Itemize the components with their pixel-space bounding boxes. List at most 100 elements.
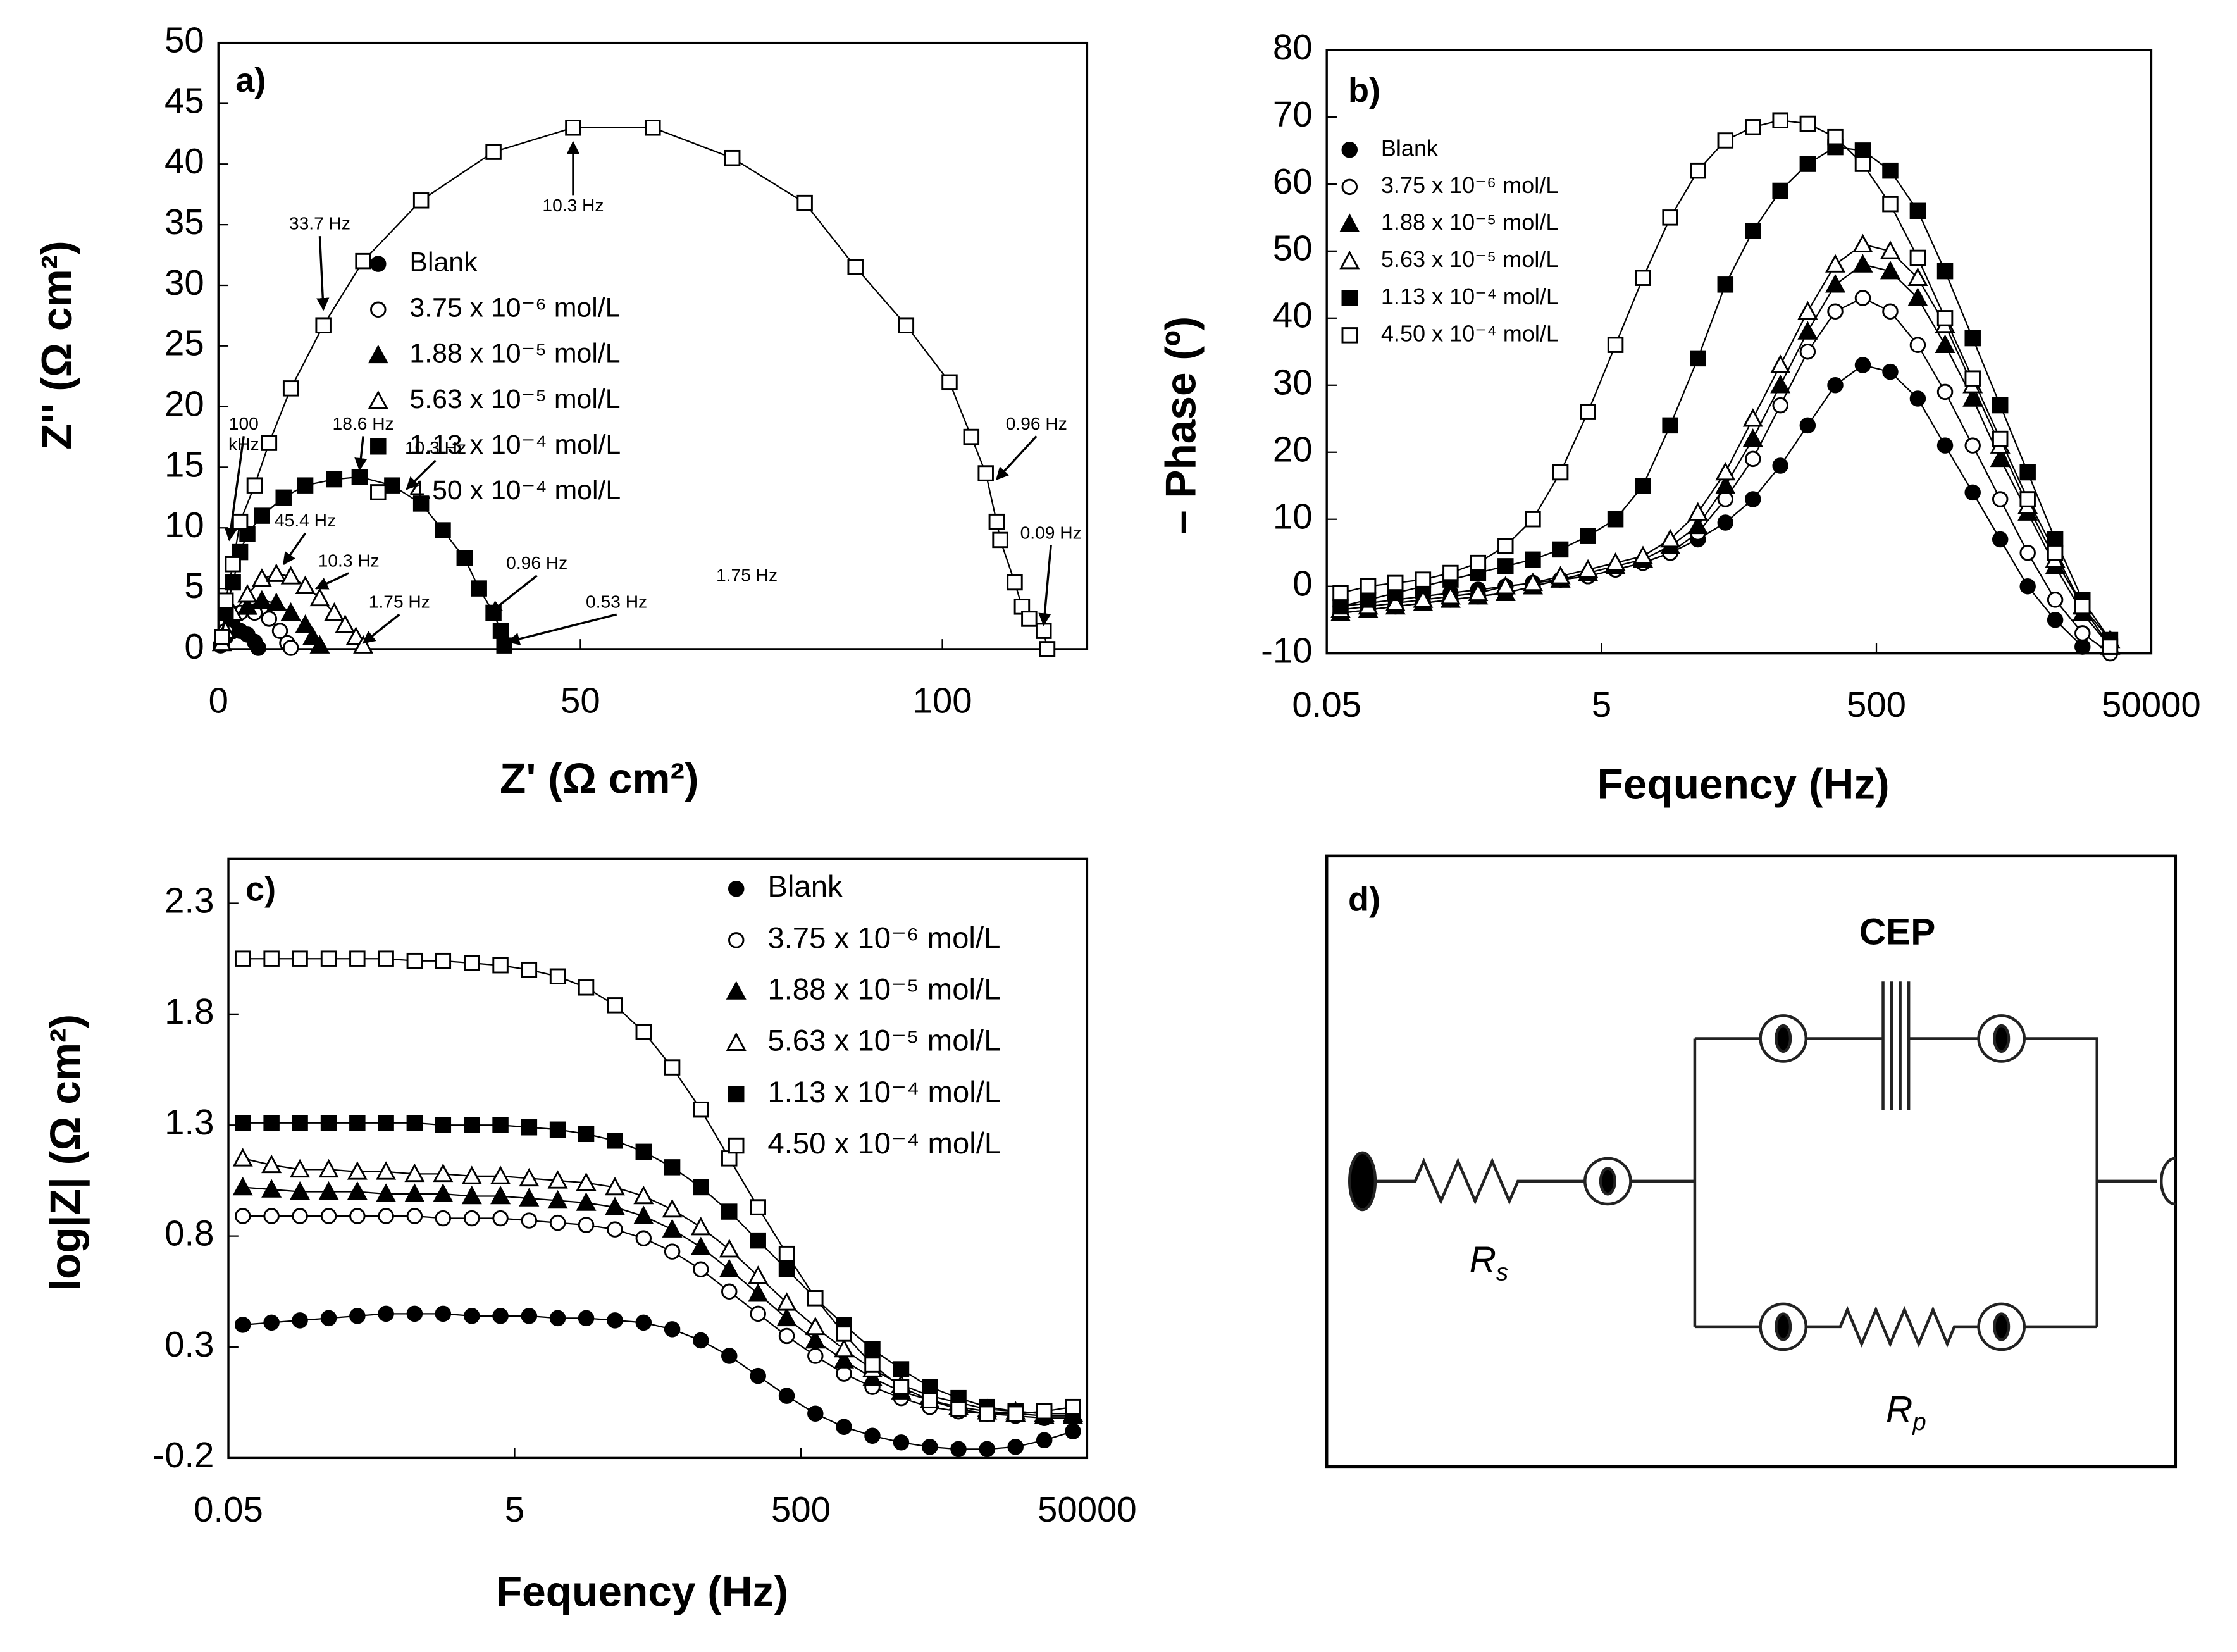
- marker: [2074, 638, 2091, 655]
- marker: [607, 1312, 623, 1329]
- marker: [521, 961, 538, 978]
- marker: [778, 1245, 795, 1262]
- marker: [1992, 430, 2009, 447]
- chart: 0 50 100 0 5 10 15 20 25 30 35 40 45 50 Z' (Ω cm²) Z'' …: [34, 20, 1089, 802]
- marker: [1854, 156, 1871, 172]
- marker: [1065, 1423, 1081, 1440]
- y-tick-label: 70: [1273, 94, 1313, 134]
- marker: [549, 1121, 566, 1138]
- y-axis-label: log|Z| (Ω cm²): [42, 1014, 90, 1291]
- y-tick-label: 0: [184, 626, 204, 666]
- marker: [724, 149, 741, 166]
- fit-line: [242, 1186, 1073, 1417]
- marker: [750, 1232, 766, 1249]
- marker: [251, 590, 272, 609]
- marker: [836, 1365, 852, 1382]
- y-tick-label: 45: [164, 80, 204, 120]
- marker: [1880, 261, 1900, 280]
- marker: [1852, 254, 1873, 273]
- marker: [1936, 383, 1954, 401]
- marker: [721, 1203, 738, 1220]
- panel-label: d): [1348, 880, 1380, 918]
- marker: [521, 1119, 538, 1136]
- marker: [2019, 491, 2036, 507]
- x-tick-label: 5: [1592, 685, 1611, 724]
- marker: [1690, 350, 1706, 367]
- y-tick-label: 50: [164, 20, 204, 60]
- marker: [605, 1176, 626, 1196]
- y-tick-label: 10: [1273, 497, 1313, 537]
- marker: [1550, 566, 1571, 585]
- fit-line: [242, 1122, 1073, 1415]
- marker: [748, 1283, 769, 1302]
- marker: [1770, 375, 1791, 394]
- marker: [282, 380, 299, 397]
- legend-marker: [1339, 251, 1360, 270]
- marker: [1468, 582, 1489, 602]
- legend-label: 4.50 x 10⁻⁴ mol/L: [1381, 320, 1559, 346]
- marker: [693, 1179, 709, 1196]
- marker: [290, 1181, 311, 1200]
- legend-label: 1.88 x 10⁻⁵ mol/L: [1381, 209, 1559, 235]
- legend-marker: [728, 1086, 745, 1103]
- y-tick-label: 80: [1273, 27, 1313, 67]
- marker: [471, 580, 487, 597]
- marker: [492, 1210, 509, 1227]
- y-tick-label: -10: [1261, 631, 1312, 671]
- marker: [271, 623, 288, 639]
- marker: [302, 626, 323, 645]
- legend-label: 3.75 x 10⁻⁶ mol/L: [1381, 172, 1558, 198]
- y-tick-label: 1.8: [164, 991, 214, 1031]
- marker: [349, 950, 366, 967]
- marker: [1907, 287, 1928, 306]
- marker: [433, 1183, 454, 1202]
- marker: [719, 1258, 740, 1277]
- annotation-arrow: [1038, 545, 1052, 626]
- marker: [549, 968, 566, 984]
- marker: [1907, 267, 1928, 286]
- marker: [378, 950, 394, 967]
- marker: [664, 1243, 681, 1260]
- annotation: 18.6 Hz: [333, 413, 394, 433]
- x-tick-label: 0.05: [194, 1489, 263, 1529]
- marker: [1882, 303, 1899, 320]
- marker: [635, 1143, 652, 1160]
- marker: [847, 259, 864, 275]
- marker: [1525, 551, 1541, 568]
- marker: [378, 1114, 394, 1131]
- marker: [1992, 531, 2009, 548]
- marker: [435, 952, 452, 969]
- marker: [485, 604, 502, 621]
- marker: [320, 1208, 337, 1224]
- marker: [605, 1196, 626, 1215]
- annotation-arrow: [282, 532, 306, 566]
- marker: [719, 1239, 740, 1258]
- marker: [607, 1221, 623, 1238]
- marker: [922, 1439, 938, 1455]
- marker: [318, 1181, 339, 1200]
- marker: [807, 1405, 824, 1422]
- marker: [232, 1176, 253, 1196]
- marker: [1854, 357, 1871, 373]
- legend-marker: [728, 1137, 745, 1154]
- marker: [2047, 611, 2064, 628]
- marker: [1662, 417, 1678, 434]
- annotation: kHz: [228, 433, 259, 454]
- marker: [1332, 585, 1349, 602]
- marker: [963, 428, 980, 445]
- marker: [519, 1167, 540, 1187]
- wires: [1348, 981, 2176, 1351]
- marker: [326, 471, 343, 488]
- marker: [662, 1219, 683, 1238]
- marker: [406, 1305, 423, 1322]
- marker: [635, 1024, 652, 1040]
- marker: [1687, 515, 1708, 535]
- marker: [578, 1126, 595, 1143]
- marker: [1635, 478, 1651, 494]
- x-tick-label: 100: [913, 680, 972, 720]
- marker: [309, 587, 330, 607]
- marker: [1635, 270, 1651, 286]
- marker: [2074, 598, 2091, 615]
- marker: [693, 1261, 709, 1277]
- fit-line: [1340, 364, 2083, 647]
